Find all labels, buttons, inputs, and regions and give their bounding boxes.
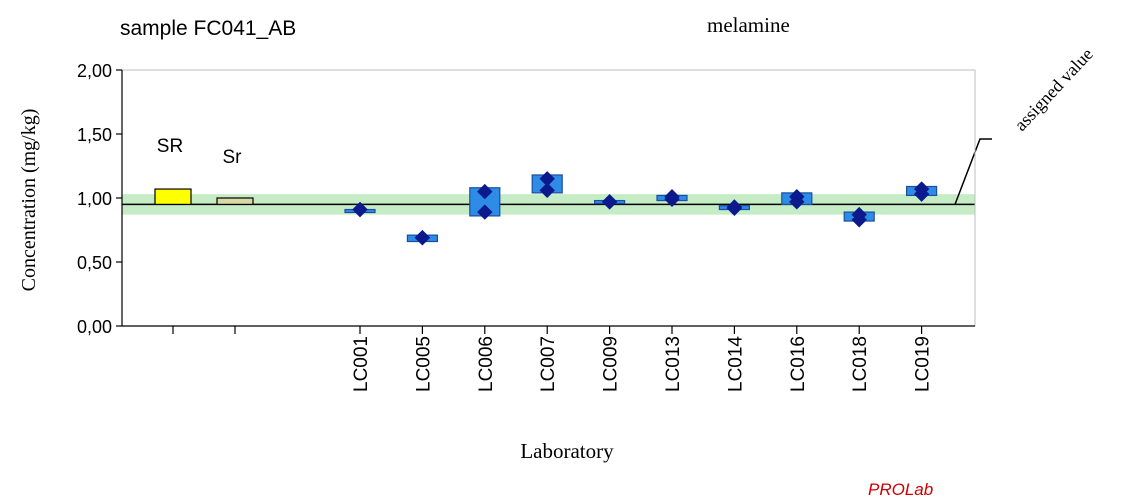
assigned-value-leader bbox=[954, 138, 992, 205]
lab-label: LC007 bbox=[538, 336, 559, 392]
result-point bbox=[664, 189, 680, 205]
y-axis-label: Concentration (mg/kg) bbox=[18, 109, 40, 292]
result-point bbox=[352, 201, 368, 218]
precision-bar-sr bbox=[154, 188, 192, 205]
result-point bbox=[726, 199, 743, 215]
precision-bar-label: SR bbox=[157, 136, 183, 157]
y-tick-label: 0,00 bbox=[77, 317, 112, 337]
y-tick-label: 0,50 bbox=[77, 253, 112, 273]
result-point bbox=[539, 182, 555, 199]
result-point bbox=[913, 181, 930, 197]
x-axis-label: Laboratory bbox=[520, 439, 614, 463]
lab-label: LC005 bbox=[413, 336, 434, 392]
plot-area: 0,00 0,50 1,00 1,50 2,00 SR Sr LC001 LC005 LC006 L… bbox=[77, 61, 992, 392]
assigned-value-label: assigned value bbox=[1010, 44, 1097, 135]
lab-label: LC001 bbox=[351, 336, 372, 392]
result-point bbox=[414, 229, 431, 246]
sample-title: sample FC041_AB bbox=[120, 17, 296, 40]
result-point bbox=[539, 171, 555, 187]
lab-label: LC019 bbox=[913, 336, 934, 392]
result-point bbox=[477, 183, 493, 200]
result-point bbox=[477, 204, 493, 220]
y-tick-label: 1,50 bbox=[77, 125, 112, 145]
result-point bbox=[789, 189, 805, 205]
lab-label: LC013 bbox=[663, 336, 684, 392]
lab-label: LC018 bbox=[850, 336, 871, 392]
brand-logo: PROLab bbox=[868, 480, 933, 499]
precision-bar-sr bbox=[216, 197, 254, 206]
y-tick-label: 2,00 bbox=[77, 61, 112, 81]
analyte-title: melamine bbox=[707, 13, 790, 37]
y-tick-label: 1,00 bbox=[77, 189, 112, 209]
result-point bbox=[851, 206, 867, 223]
lab-label: LC014 bbox=[725, 336, 746, 392]
result-point bbox=[601, 194, 618, 210]
lab-label: LC016 bbox=[788, 336, 809, 392]
lab-label: LC006 bbox=[476, 336, 497, 392]
precision-bar-label: Sr bbox=[223, 147, 243, 168]
lab-label: LC009 bbox=[601, 336, 622, 392]
